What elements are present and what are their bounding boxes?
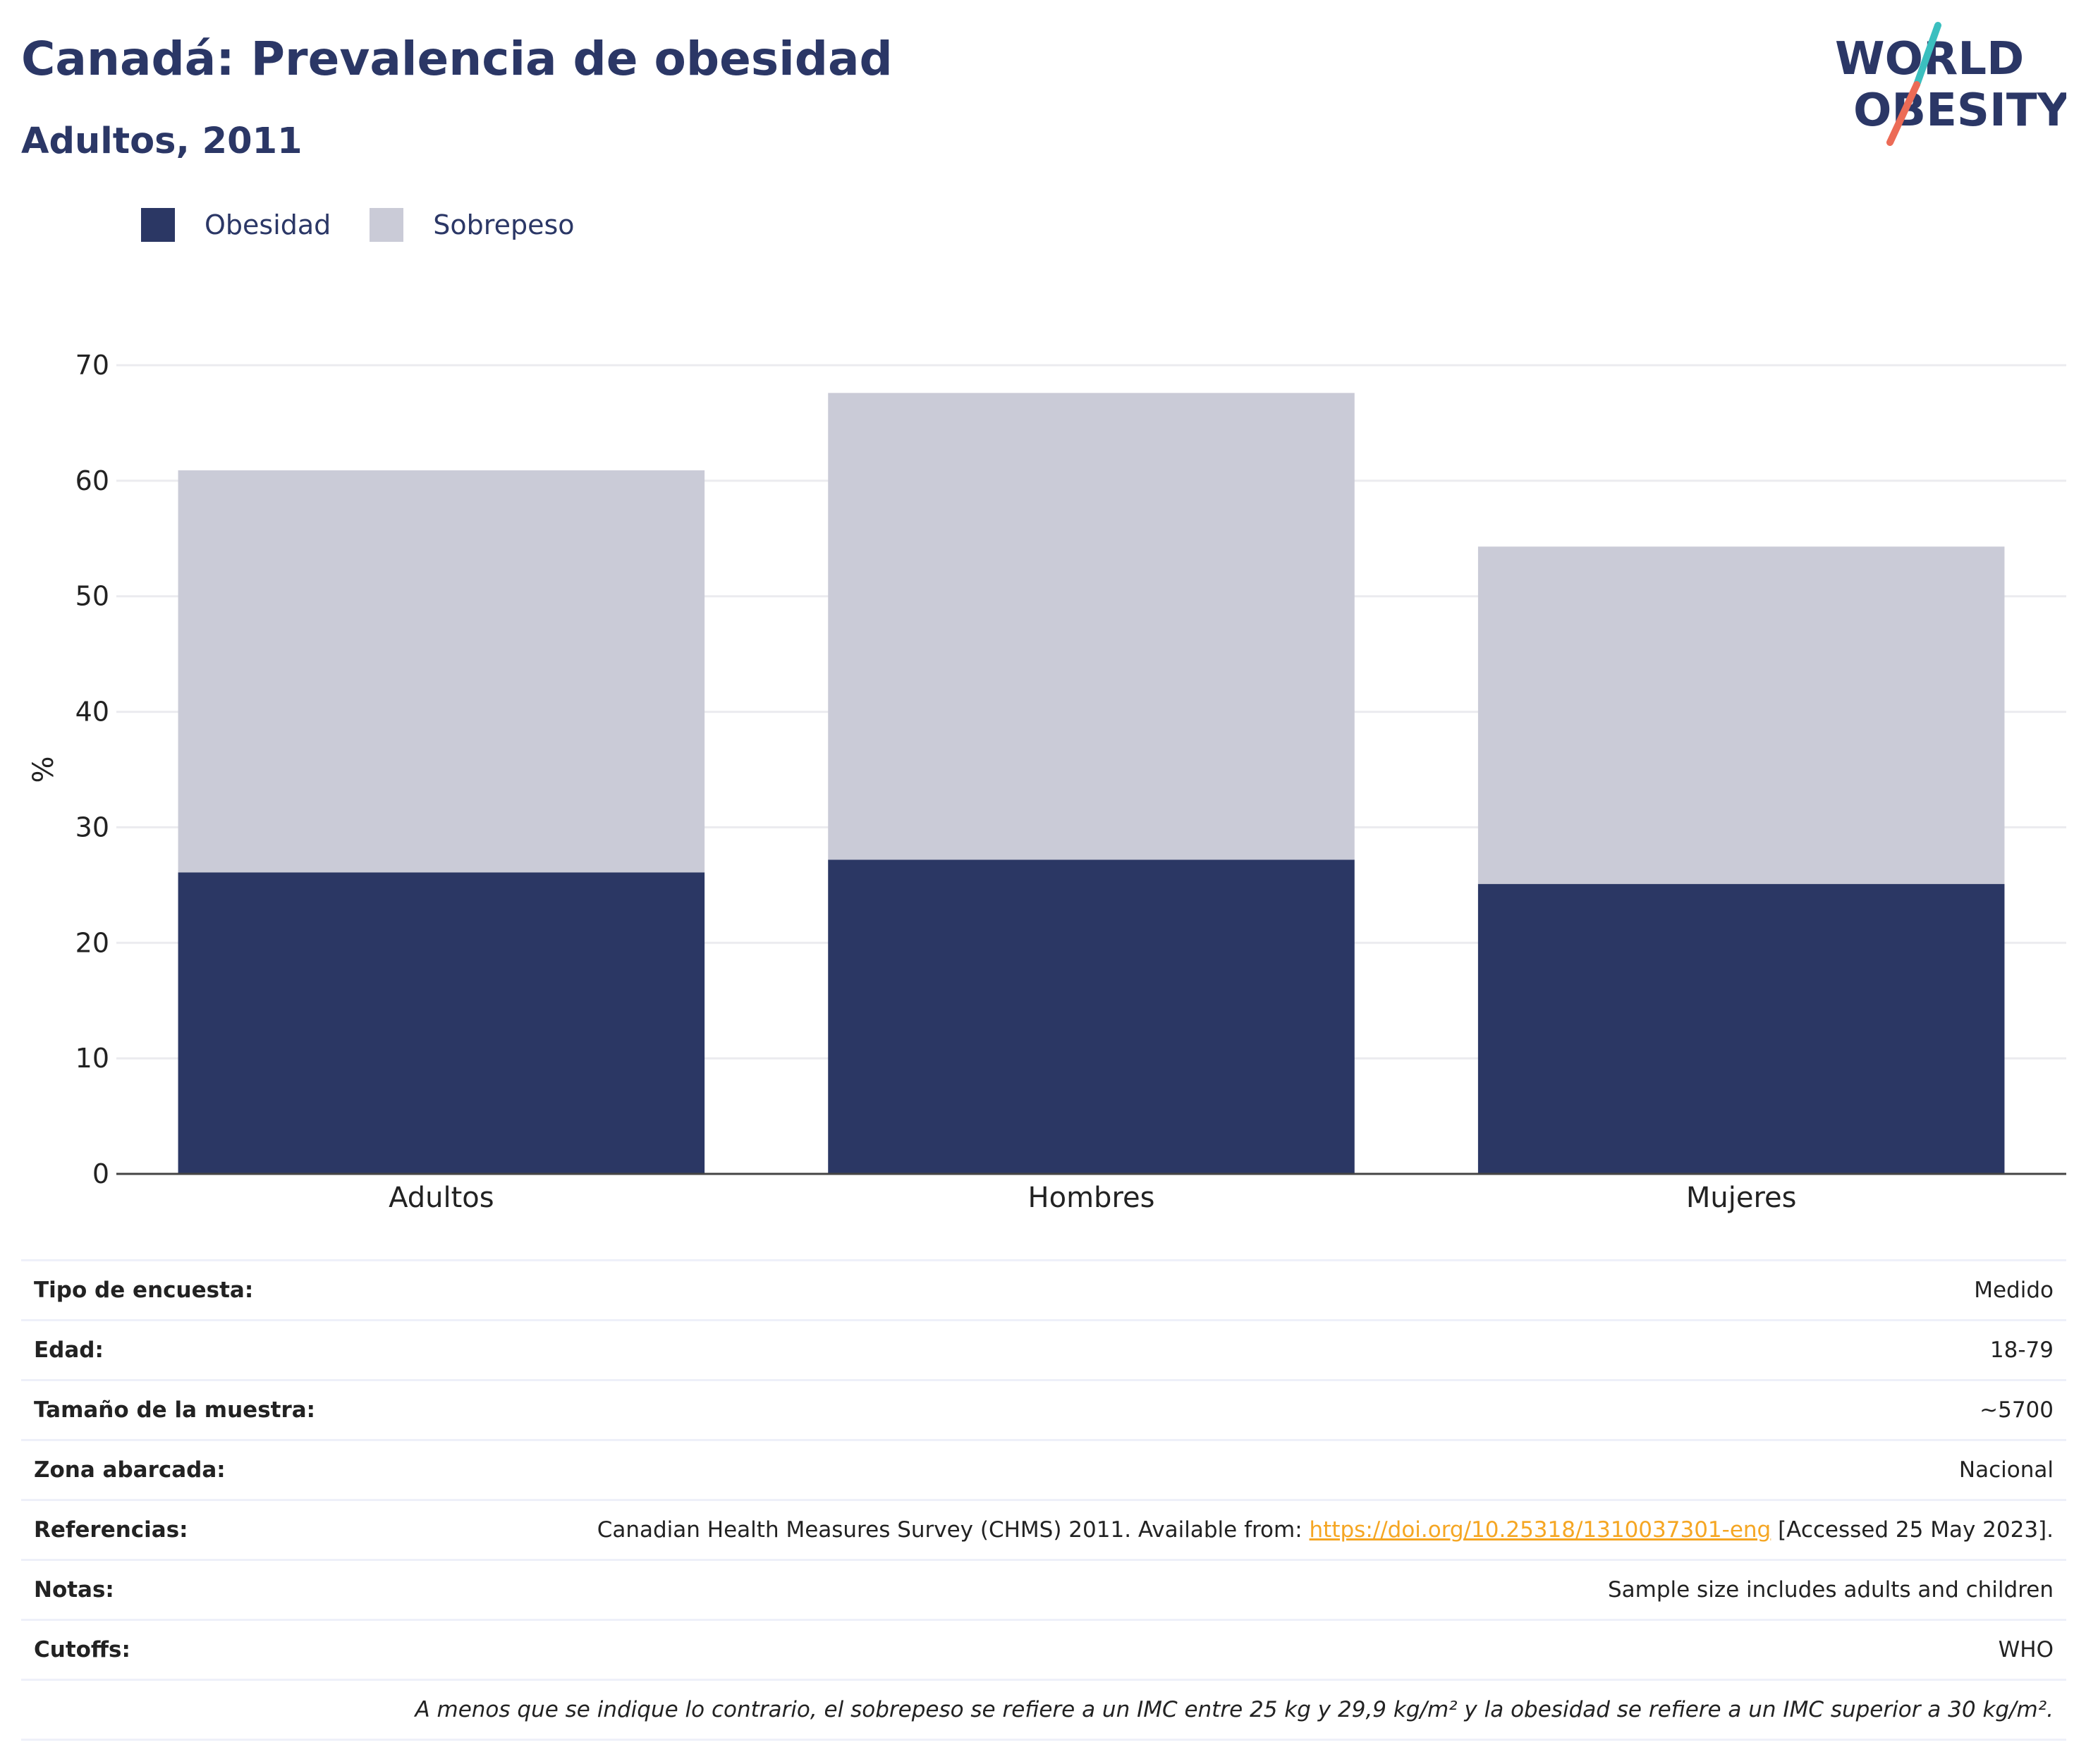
y-tick-label: 0 bbox=[92, 1158, 109, 1189]
legend-item-sobrepeso[interactable]: Sobrepeso bbox=[370, 208, 575, 242]
stacked-bar-chart: 0 10 20 30 40 50 60 70% Adultos Hombres Mujeres bbox=[28, 350, 2066, 1214]
bar-sobrepeso-mujeres bbox=[1477, 546, 2005, 884]
footnote-text: A menos que se indique lo contrario, el … bbox=[21, 1679, 2066, 1741]
info-row-tipo-de-encuesta-label: Tipo de encuesta: bbox=[21, 1259, 372, 1321]
reference-text: Canadian Health Measures Survey (CHMS) 2… bbox=[597, 1517, 1310, 1543]
survey-info-table: Tipo de encuesta: Medido Edad: 18-79 Tamaño … bbox=[21, 1259, 2066, 1741]
bar-obesidad-hombres bbox=[828, 859, 1355, 1174]
info-row-edad-value: 18-79 bbox=[372, 1320, 2066, 1381]
y-tick-label: 60 bbox=[75, 465, 109, 496]
info-row-notas: Notas: Sample size includes adults and ch… bbox=[21, 1560, 2066, 1621]
x-tick-label: Adultos bbox=[389, 1182, 494, 1214]
logo-slash-coral bbox=[1886, 81, 1920, 146]
y-tick-label: 30 bbox=[75, 811, 109, 843]
chart-title: Canadá: Prevalencia de obesidad bbox=[21, 32, 893, 86]
y-tick-label: 50 bbox=[75, 581, 109, 612]
y-tick-label: 40 bbox=[75, 697, 109, 728]
info-row-footnote: A menos que se indique lo contrario, el … bbox=[21, 1679, 2066, 1741]
logo-text-obesity: OBESITY bbox=[1853, 85, 2066, 137]
legend-swatch-sobrepeso bbox=[370, 208, 404, 242]
legend-label-sobrepeso: Sobrepeso bbox=[433, 209, 575, 240]
bar-obesidad-adultos bbox=[178, 872, 705, 1174]
info-row-tipo-de-encuesta: Tipo de encuesta: Medido bbox=[21, 1259, 2066, 1321]
info-row-tamano-de-la-muestra-label: Tamaño de la muestra: bbox=[21, 1380, 372, 1441]
info-row-zona-abarcada-value: Nacional bbox=[372, 1440, 2066, 1501]
chart-subtitle: Adultos, 2011 bbox=[21, 121, 303, 162]
y-tick-label: 20 bbox=[75, 927, 109, 958]
legend-item-obesidad[interactable]: Obesidad bbox=[141, 208, 331, 242]
chart-legend: Obesidad Sobrepeso bbox=[141, 208, 614, 242]
y-tick-label: 10 bbox=[75, 1043, 109, 1074]
logo-slash-teal bbox=[1913, 22, 1941, 88]
info-row-referencias-value: Canadian Health Measures Survey (CHMS) 2… bbox=[372, 1500, 2066, 1561]
bar-sobrepeso-hombres bbox=[828, 393, 1355, 860]
info-row-notas-label: Notas: bbox=[21, 1560, 372, 1621]
info-row-edad-label: Edad: bbox=[21, 1320, 372, 1381]
info-row-tamano-de-la-muestra: Tamaño de la muestra: ~5700 bbox=[21, 1380, 2066, 1441]
info-row-tipo-de-encuesta-value: Medido bbox=[372, 1259, 2066, 1321]
info-row-referencias: Referencias: Canadian Health Measures Sur… bbox=[21, 1500, 2066, 1561]
x-tick-label: Mujeres bbox=[1686, 1182, 1797, 1214]
reference-accessed: [Accessed 25 May 2023]. bbox=[1771, 1517, 2054, 1543]
x-tick-label: Hombres bbox=[1028, 1182, 1155, 1214]
bar-obesidad-mujeres bbox=[1477, 883, 2005, 1174]
info-row-edad: Edad: 18-79 bbox=[21, 1320, 2066, 1381]
info-row-zona-abarcada-label: Zona abarcada: bbox=[21, 1440, 372, 1501]
info-row-zona-abarcada: Zona abarcada: Nacional bbox=[21, 1440, 2066, 1501]
world-obesity-logo: WORLD OBESITY bbox=[1835, 22, 2066, 146]
y-tick-label: 70 bbox=[75, 350, 109, 381]
reference-link[interactable]: https://doi.org/10.25318/1310037301-eng bbox=[1309, 1517, 1771, 1543]
bar-sobrepeso-adultos bbox=[178, 470, 705, 873]
info-row-cutoffs: Cutoffs: WHO bbox=[21, 1619, 2066, 1681]
y-axis-label: % bbox=[28, 756, 60, 783]
info-row-cutoffs-value: WHO bbox=[372, 1619, 2066, 1681]
info-row-referencias-label: Referencias: bbox=[21, 1500, 372, 1561]
legend-swatch-obesidad bbox=[141, 208, 175, 242]
info-row-cutoffs-label: Cutoffs: bbox=[21, 1619, 372, 1681]
legend-label-obesidad: Obesidad bbox=[205, 209, 331, 240]
info-row-tamano-de-la-muestra-value: ~5700 bbox=[372, 1380, 2066, 1441]
info-row-notas-value: Sample size includes adults and children bbox=[372, 1560, 2066, 1621]
